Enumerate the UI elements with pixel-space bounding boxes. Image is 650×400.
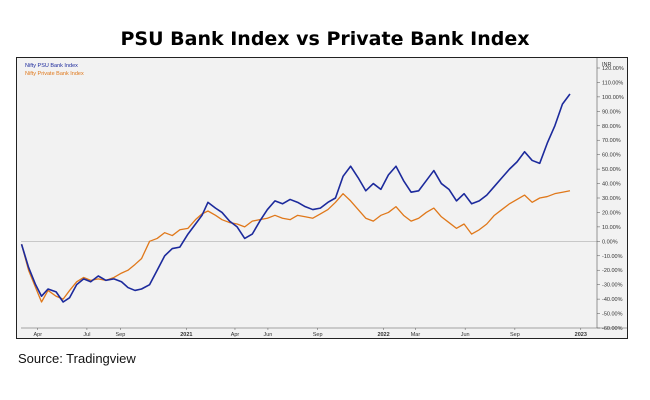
- y-tick-label: 70.00%: [602, 138, 621, 144]
- chart-svg: 120.00% 110.00% 100.00% 90.00% 80.00% 70.00% 6…: [17, 58, 627, 338]
- y-tick-label: 100.00%: [602, 95, 624, 101]
- y-axis-ticks: 120.00% 110.00% 100.00% 90.00% 80.00% 70.00% 6…: [597, 66, 624, 332]
- series-line-psu: [20, 93, 571, 303]
- y-tick-label: -60.00%: [602, 326, 623, 332]
- legend-psu: Nifty PSU Bank Index: [25, 63, 78, 69]
- y-tick-label: 80.00%: [602, 124, 621, 130]
- x-tick-label: Apr: [33, 332, 42, 338]
- y-tick-label: 10.00%: [602, 225, 621, 231]
- chart-title: PSU Bank Index vs Private Bank Index: [120, 28, 530, 50]
- y-tick-label: -20.00%: [602, 268, 623, 274]
- y-tick-label: 60.00%: [602, 153, 621, 159]
- y-tick-label: 50.00%: [602, 167, 621, 173]
- y-tick-label: -40.00%: [602, 297, 623, 303]
- plot-background: [17, 58, 627, 338]
- y-tick-label: -50.00%: [602, 312, 623, 318]
- y-tick-label: 20.00%: [602, 210, 621, 216]
- x-tick-label: Jul: [83, 332, 90, 338]
- y-axis-unit: INR: [602, 62, 612, 68]
- y-tick-label: 0.00%: [602, 239, 618, 245]
- x-axis-ticks: Apr Jul Sep 2021 Apr Jun Sep 2022 Mar Jun Sep 2023: [33, 328, 587, 338]
- y-tick-label: 110.00%: [602, 80, 623, 86]
- y-tick-label: -30.00%: [602, 283, 623, 289]
- x-tick-label: Sep: [510, 332, 520, 338]
- x-tick-label: Sep: [116, 332, 126, 338]
- y-tick-label: 90.00%: [602, 109, 621, 115]
- y-tick-label: 40.00%: [602, 182, 621, 188]
- x-tick-label: Apr: [231, 332, 240, 338]
- x-tick-label: Sep: [313, 332, 323, 338]
- x-tick-label: Mar: [411, 332, 421, 338]
- source-caption: Source: Tradingview: [18, 351, 136, 366]
- x-tick-label: 2022: [377, 332, 389, 338]
- chart-frame: 120.00% 110.00% 100.00% 90.00% 80.00% 70.00% 6…: [16, 57, 628, 339]
- x-tick-label: Jun: [263, 332, 272, 338]
- x-tick-label: 2023: [575, 332, 587, 338]
- x-tick-label: Jun: [461, 332, 470, 338]
- y-tick-label: 120.00%: [602, 66, 624, 72]
- y-tick-label: 30.00%: [602, 196, 621, 202]
- legend-private: Nifty Private Bank Index: [25, 71, 84, 77]
- y-tick-label: -10.00%: [602, 254, 623, 260]
- x-tick-label: 2021: [180, 332, 192, 338]
- series-layer: [20, 93, 571, 303]
